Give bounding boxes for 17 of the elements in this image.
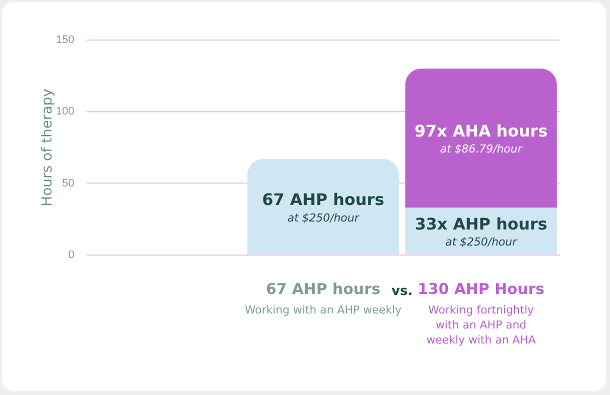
data-label: 33x AHP hours	[414, 214, 548, 234]
y-axis-title: Hours of therapy	[40, 88, 56, 206]
annotation: at $250/hour	[287, 211, 360, 224]
y-tick-label: 50	[62, 177, 74, 190]
y-tick-label: 150	[56, 34, 74, 46]
text: vs.	[392, 284, 413, 299]
text: Working fortnightly with an AHP and weekly with an AHA	[426, 303, 536, 346]
y-tick-label: 0	[68, 249, 74, 262]
data-label: 97x AHA hours	[414, 121, 548, 140]
text: Working with an AHP weekly	[244, 303, 402, 316]
annotation: at $86.79/hour	[440, 142, 524, 156]
annotation: at $250/hour	[445, 236, 518, 249]
x-tick-label: 130 AHP Hours	[418, 280, 545, 298]
bar	[405, 68, 557, 208]
y-tick-label: 100	[56, 106, 74, 118]
data-label: 67 AHP hours	[262, 190, 384, 210]
bar	[247, 158, 399, 254]
